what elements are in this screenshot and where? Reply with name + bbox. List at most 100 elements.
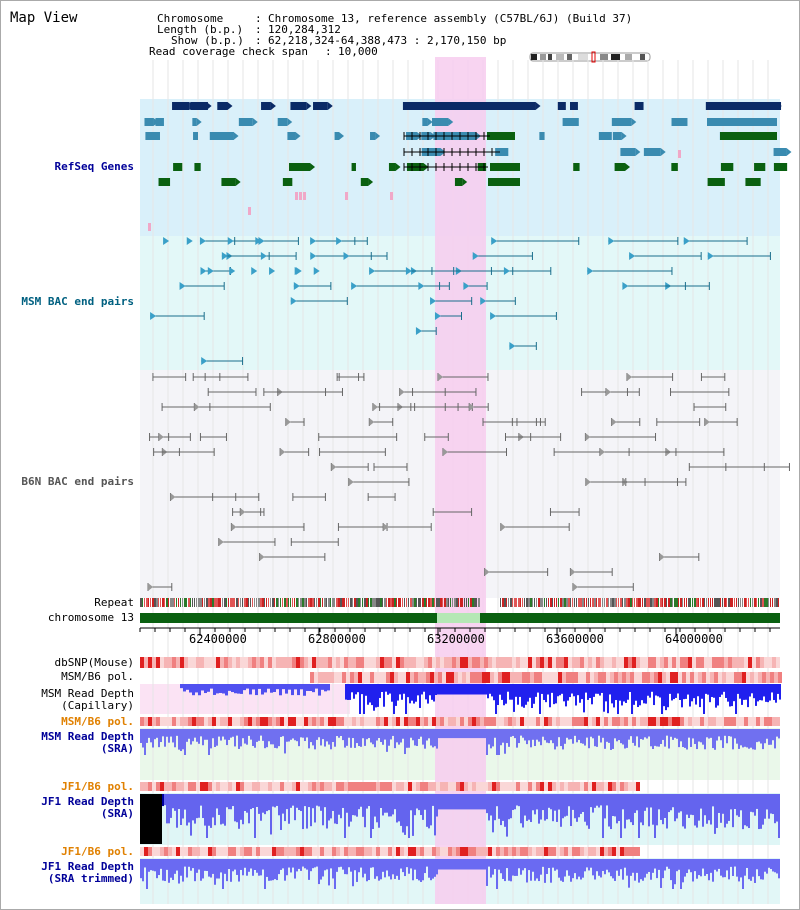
msm-sra-bar (252, 729, 254, 746)
msm-capillary-bar (399, 684, 401, 695)
dbsnp-strip (408, 657, 412, 668)
jf1-sra-bar (696, 794, 698, 828)
msm-pol2-strip (652, 717, 656, 726)
msm-sra-bar (494, 729, 496, 738)
msm-sra-bar (326, 729, 328, 742)
jf1-trim-bar (660, 859, 662, 888)
msm-sra-bar (516, 729, 518, 748)
msm-capillary-bar (318, 684, 321, 696)
jf1-pol1-strip (140, 782, 144, 791)
small-feature (299, 192, 302, 200)
msm-sra-bar (566, 729, 568, 738)
msm-sra-bar (224, 729, 226, 740)
gene-block (351, 163, 356, 171)
jf1-sra-bar (278, 794, 280, 816)
jf1-pol2-strip (504, 847, 508, 856)
jf1-pol1-strip (244, 782, 248, 791)
jf1-sra-bar (608, 794, 610, 827)
msm-capillary-bar (258, 684, 261, 689)
dbsnp-strip (140, 657, 144, 668)
msm-pol2-strip (572, 717, 576, 726)
jf1-trim-bar (590, 859, 592, 868)
msm-pol2-strip (460, 717, 464, 726)
repeat-bar (518, 598, 520, 607)
repeat-bar (356, 598, 358, 607)
msm-pol2-strip (616, 717, 620, 726)
msm-sra-bar (308, 729, 310, 749)
jf1-sra-bar (682, 794, 684, 827)
msm-pol2-strip (756, 717, 760, 726)
jf1-trim-bar (470, 859, 472, 870)
repeat-bar (706, 598, 707, 607)
jf1-trim-bar (676, 859, 678, 872)
msm-sra-bar (542, 729, 544, 737)
jf1-pol2-strip (328, 847, 332, 856)
gene-arrow (368, 178, 374, 186)
dbsnp-strip (364, 657, 368, 668)
jf1-sra-bar (522, 794, 524, 828)
repeat-bar (182, 598, 183, 607)
msm-depth-sra-label: MSM Read Depth (41, 730, 134, 743)
jf1-pol2-strip (408, 847, 412, 856)
jf1-sra-bar (364, 794, 366, 828)
msm-capillary-bar (511, 684, 513, 700)
msm-sra-bar (420, 729, 422, 737)
msm-capillary-bar (719, 684, 721, 698)
jf1-sra-bar (578, 794, 580, 818)
repeat-bar (406, 598, 407, 607)
repeat-bar (372, 598, 374, 607)
bac-end-marker (430, 297, 437, 305)
msm-pol1-strip (430, 672, 434, 683)
msm-sra-bar (442, 729, 444, 739)
jf1-sra-bar (646, 794, 648, 808)
jf1-sra-bar (344, 794, 346, 838)
jf1-trim-bar (306, 859, 308, 870)
jf1-trim-bar (546, 859, 548, 874)
jf1-sra-bar (624, 794, 626, 829)
jf1-trim-bar (168, 859, 170, 883)
repeat-bar (686, 598, 687, 607)
msm-sra-bar (520, 729, 522, 736)
dbsnp-strip (164, 657, 168, 668)
msm-sra-bar (728, 729, 730, 737)
msm-capillary-bar (563, 684, 565, 702)
jf1-pol2-strip (156, 847, 160, 856)
repeat-bar (722, 598, 723, 607)
dbsnp-strip (144, 657, 148, 668)
jf1-pol2-strip (352, 847, 356, 856)
repeat-bar (594, 598, 596, 607)
b6n-end-marker (369, 418, 375, 426)
jf1-trim-bar (460, 859, 462, 870)
jf1-sra-bar (554, 794, 556, 811)
msm-pol1-strip (734, 672, 738, 683)
jf1-trim-bar (506, 859, 508, 869)
jf1-pol1-strip (504, 782, 508, 791)
dbsnp-strip (672, 657, 676, 668)
jf1-pol2-strip (588, 847, 592, 856)
jf1-trim-bar (778, 859, 780, 879)
jf1-trim-bar (700, 859, 702, 877)
msm-sra-bar (324, 729, 326, 747)
jf1-pol1-strip (176, 782, 180, 791)
jf1-sra-bar (580, 794, 582, 814)
jf1-pol1-strip (628, 782, 632, 791)
msm-sra-bar (370, 729, 372, 743)
jf1-sra-bar (480, 794, 482, 810)
msm-capillary-bar (249, 684, 252, 695)
jf1-sra-bar (276, 794, 278, 806)
msm-capillary-bar (309, 684, 312, 692)
repeat-bar (642, 598, 643, 607)
msm-pol2-strip (472, 717, 476, 726)
msm-capillary-bar (477, 684, 479, 695)
jf1-trim-bar (504, 859, 506, 882)
jf1-trim-bar (408, 859, 410, 874)
msm-capillary-bar (451, 684, 453, 695)
b6n-end-marker (158, 433, 164, 441)
gene-block (313, 102, 328, 110)
msm-capillary-bar (487, 684, 489, 699)
jf1-trim-bar (558, 859, 560, 878)
msm-capillary-bar (765, 684, 767, 702)
gene-arrow (287, 118, 293, 126)
repeat-bar (504, 598, 506, 607)
